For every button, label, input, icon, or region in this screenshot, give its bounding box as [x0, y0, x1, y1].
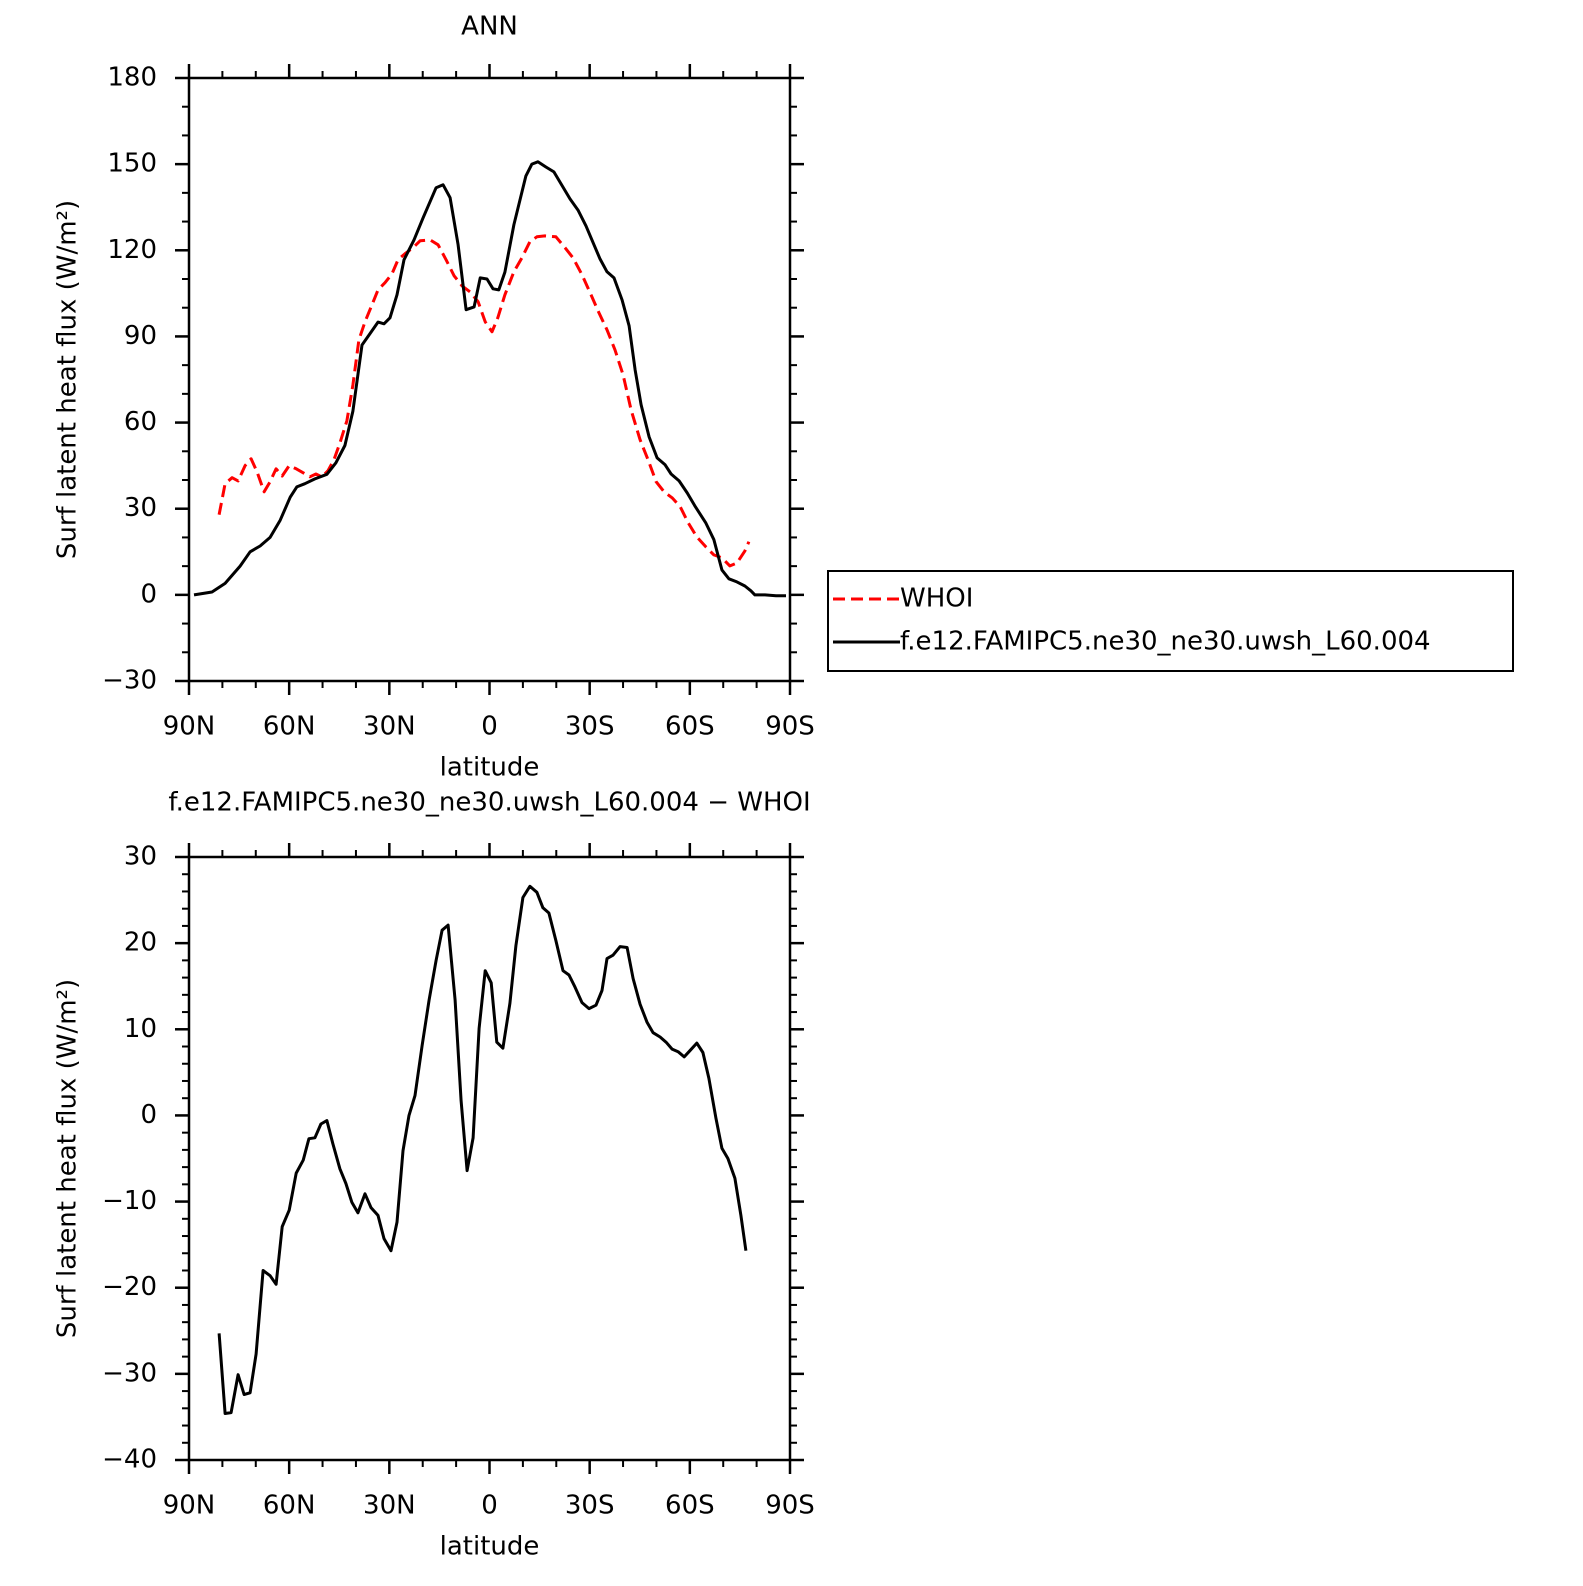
x-axis-label: latitude	[440, 753, 540, 783]
y-axis-label: Surf latent heat flux (W/m²)	[53, 200, 83, 559]
x-tick-label: 30N	[363, 712, 416, 742]
legend-label: f.e12.FAMIPC5.ne30_ne30.uwsh_L60.004	[900, 627, 1431, 657]
x-tick-label: 90N	[163, 1491, 216, 1521]
y-tick-label: −30	[102, 1358, 157, 1388]
y-tick-label: 60	[124, 407, 157, 437]
y-tick-label: −30	[102, 666, 157, 696]
plot-frame	[187, 76, 792, 683]
y-tick-label: 90	[124, 321, 157, 351]
x-tick-label: 60N	[263, 1491, 316, 1521]
y-tick-label: −10	[102, 1186, 157, 1216]
x-tick-label: 0	[481, 1491, 498, 1521]
legend-label: WHOI	[900, 584, 973, 614]
y-tick-label: 30	[124, 842, 157, 872]
x-tick-label: 60S	[665, 1491, 715, 1521]
y-tick-label: 0	[140, 1100, 157, 1130]
x-tick-label: 30S	[565, 1491, 615, 1521]
y-tick-label: 120	[107, 235, 157, 265]
y-tick-label: 0	[140, 579, 157, 609]
x-tick-label: 90S	[765, 712, 815, 742]
x-tick-label: 30N	[363, 1491, 416, 1521]
y-axis-label: Surf latent heat flux (W/m²)	[53, 979, 83, 1338]
y-tick-label: 180	[107, 63, 157, 93]
plot-frame	[187, 855, 792, 1462]
data-line	[217, 884, 748, 1415]
chart-title: ANN	[461, 12, 518, 42]
legend-box	[827, 570, 1514, 672]
x-tick-label: 0	[481, 712, 498, 742]
y-tick-label: −20	[102, 1272, 157, 1302]
x-tick-label: 90N	[163, 712, 216, 742]
x-tick-label: 90S	[765, 1491, 815, 1521]
y-tick-label: 10	[124, 1014, 157, 1044]
y-tick-label: 30	[124, 493, 157, 523]
y-tick-label: −40	[102, 1445, 157, 1475]
x-axis-label: latitude	[440, 1532, 540, 1562]
chart-title: f.e12.FAMIPC5.ne30_ne30.uwsh_L60.004 − W…	[168, 788, 810, 818]
data-line	[193, 160, 786, 598]
x-tick-label: 60N	[263, 712, 316, 742]
y-tick-label: 150	[107, 149, 157, 179]
x-tick-label: 30S	[565, 712, 615, 742]
data-line	[217, 234, 751, 568]
x-tick-label: 60S	[665, 712, 715, 742]
y-tick-label: 20	[124, 928, 157, 958]
